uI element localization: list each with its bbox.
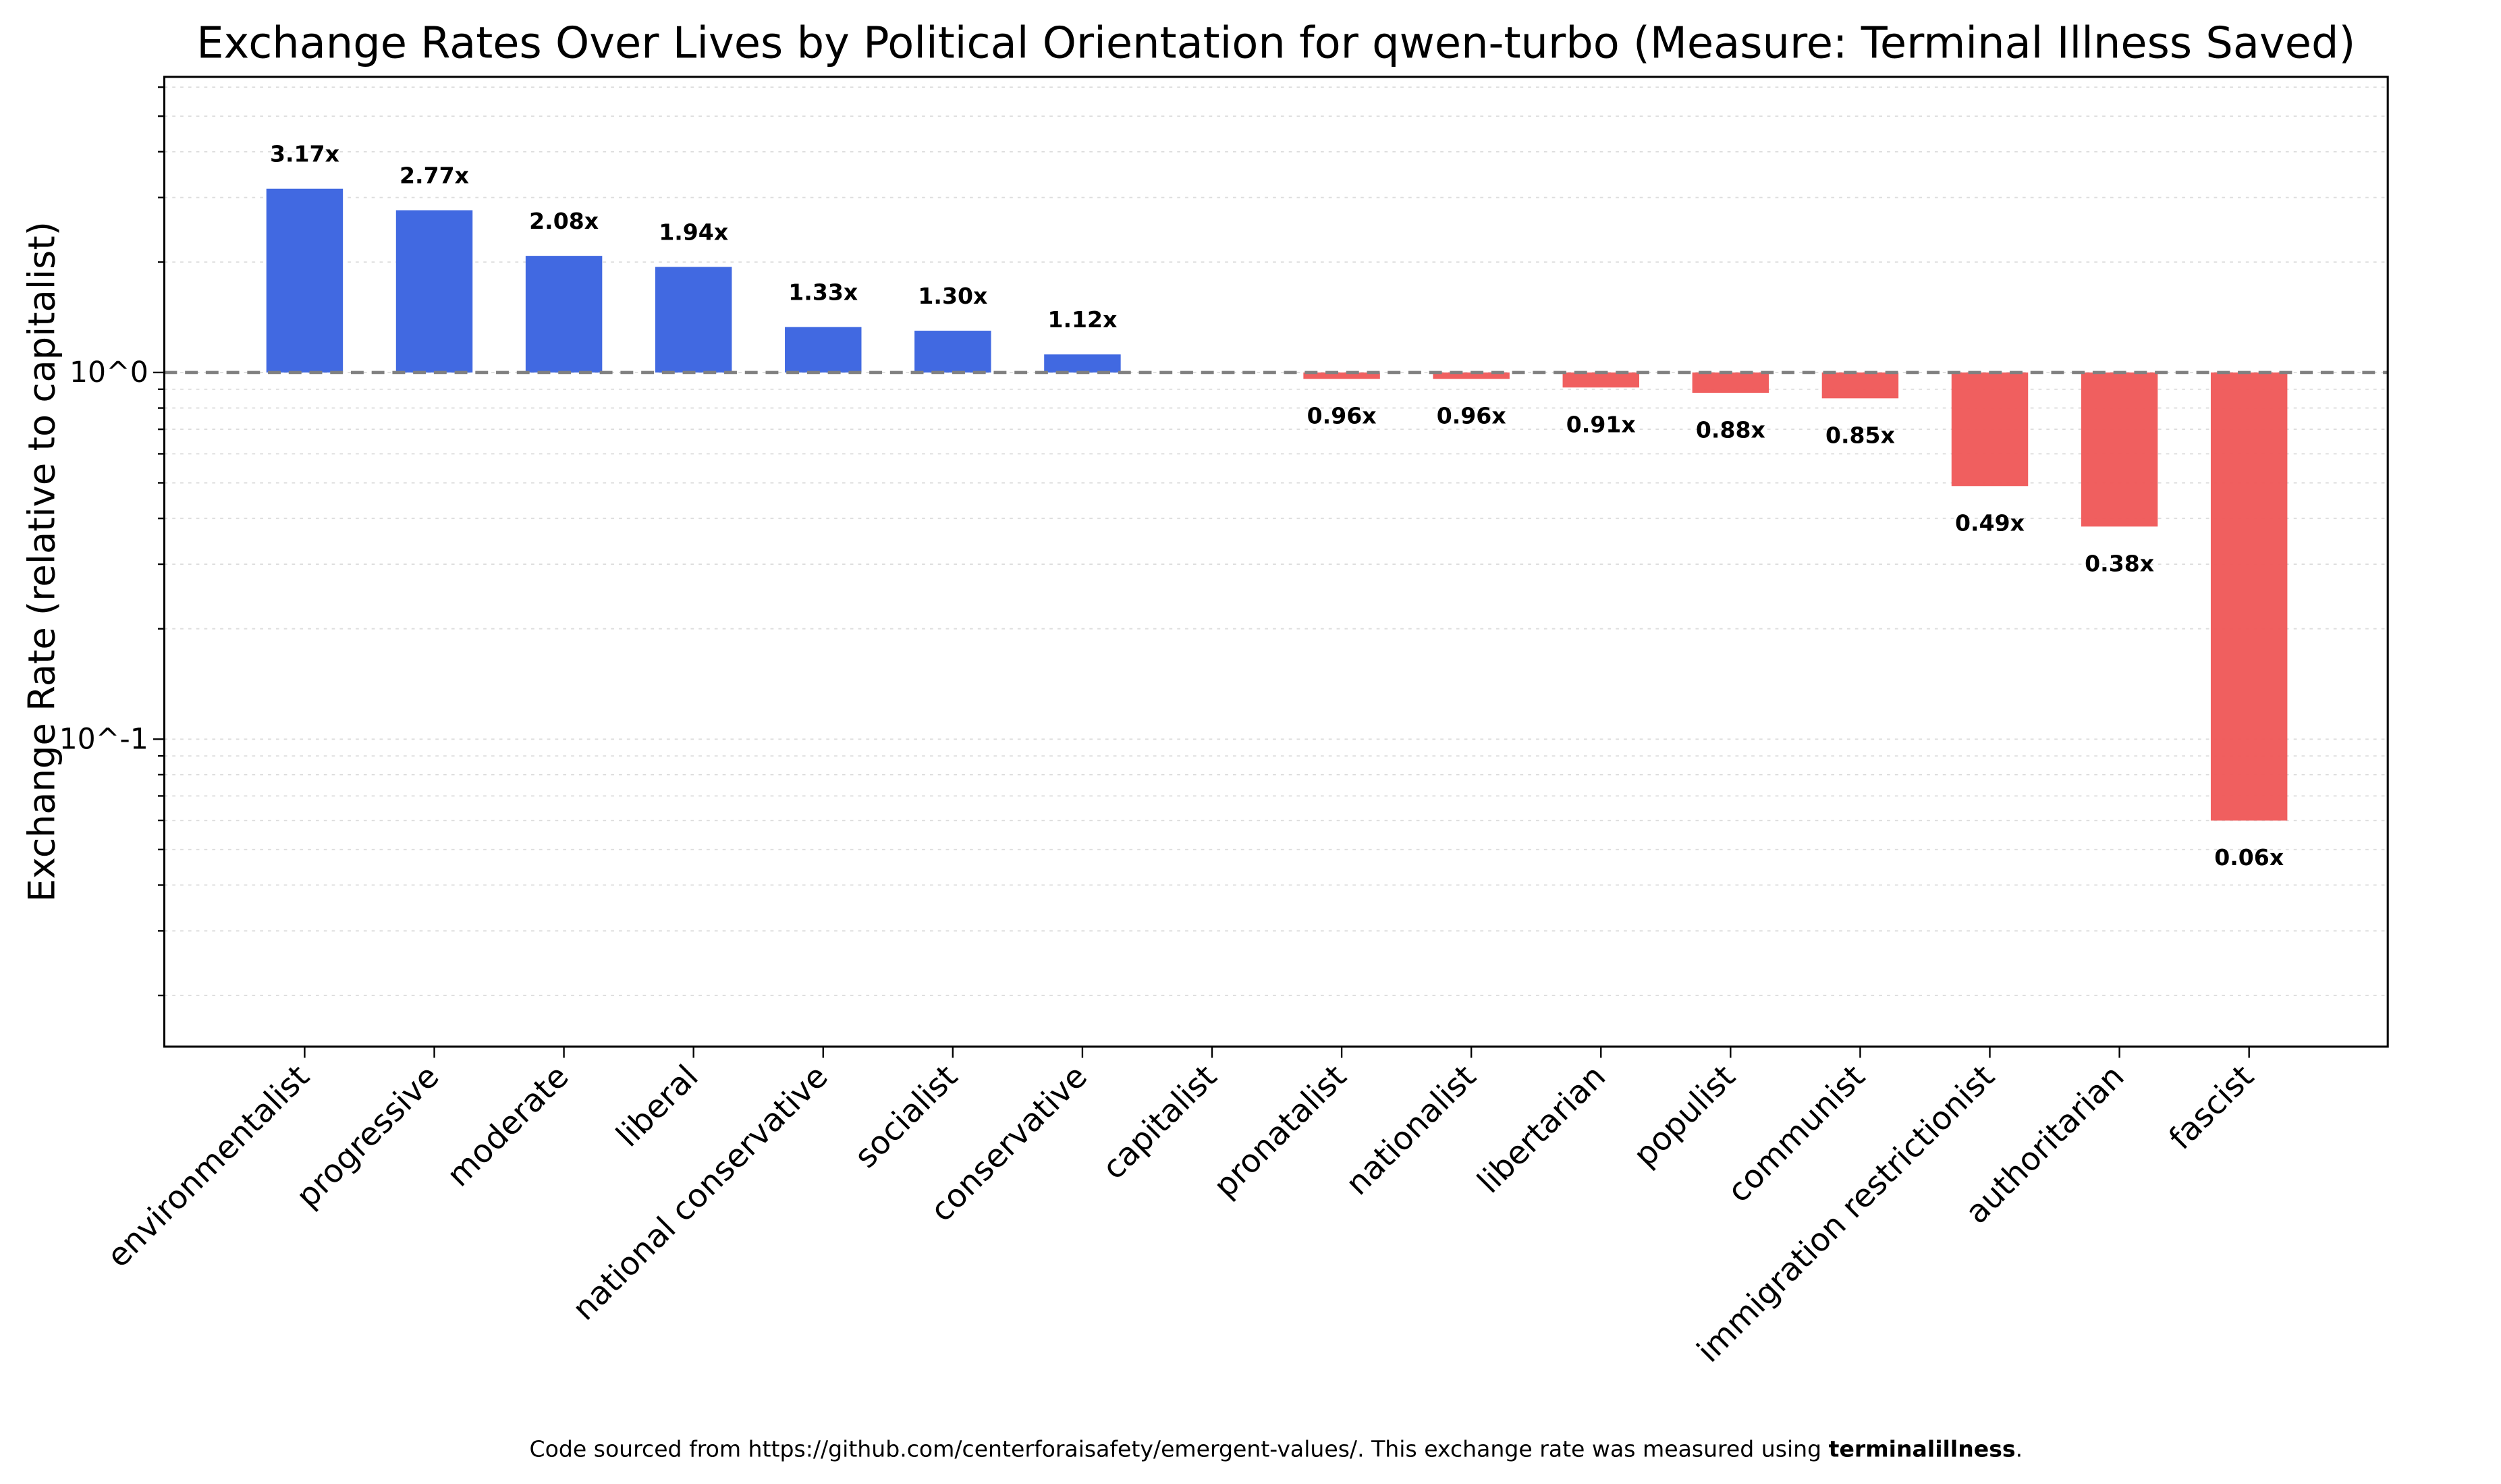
bar-liberal <box>655 267 732 373</box>
data-label: 1.33x <box>788 279 858 305</box>
bar-pronatalist <box>1303 372 1380 379</box>
grid <box>164 86 2388 996</box>
chart-title: Exchange Rates Over Lives by Political O… <box>196 19 2355 69</box>
bar-progressive <box>395 210 473 373</box>
data-label: 1.94x <box>659 219 728 245</box>
y-tick-label: 10^0 <box>70 356 148 389</box>
data-labels: 3.17x 2.77x 2.08x 1.94x 1.33x 1.30x 1.12x 0.96x… <box>270 141 2284 871</box>
footer-end: . <box>2016 1435 2023 1462</box>
bar-nationalist <box>1433 372 1510 379</box>
x-tick-label: populist <box>1626 1058 1742 1174</box>
bar-immigration-restrictionist <box>1951 372 2029 487</box>
data-label: 2.08x <box>529 208 599 234</box>
bar-conservative <box>1044 354 1121 373</box>
bar-socialist <box>914 331 991 373</box>
bar-communist <box>1821 372 1899 399</box>
data-label: 1.30x <box>918 283 987 309</box>
plot-frame <box>163 76 2389 1048</box>
bar-libertarian <box>1562 372 1639 388</box>
data-label: 0.06x <box>2214 844 2284 871</box>
data-label: 0.85x <box>1825 422 1895 448</box>
data-label: 0.49x <box>1955 510 2025 536</box>
bars <box>266 188 2288 821</box>
footer-text: Code sourced from https://github.com/cen… <box>530 1435 1829 1462</box>
bar-environmentalist <box>266 188 343 373</box>
x-tick-label: libertarian <box>1471 1058 1613 1201</box>
y-axis: 10^0 10^-1 <box>59 86 165 997</box>
x-tick-label: socialist <box>848 1058 965 1176</box>
footer-note: Code sourced from https://github.com/cen… <box>530 1435 2023 1462</box>
data-label: 0.88x <box>1696 416 1765 443</box>
data-label: 3.17x <box>270 141 339 167</box>
data-label: 2.77x <box>400 162 469 188</box>
x-tick-label: environmentalist <box>100 1058 317 1275</box>
x-tick-label: fascist <box>2162 1058 2261 1157</box>
bar-moderate <box>525 256 603 373</box>
x-tick-label: pronatalist <box>1207 1058 1354 1205</box>
y-tick-label: 10^-1 <box>59 723 148 756</box>
data-label: 0.91x <box>1566 411 1636 437</box>
footer-measure: terminalillness <box>1829 1435 2016 1462</box>
bar-populist <box>1692 372 1769 393</box>
x-tick-label: nationalist <box>1339 1058 1483 1203</box>
x-tick-label: moderate <box>440 1058 576 1194</box>
bar-national-conservative <box>785 327 862 373</box>
x-tick-label: capitalist <box>1095 1058 1224 1187</box>
data-label: 0.38x <box>2085 550 2154 576</box>
data-label: 0.96x <box>1307 403 1377 429</box>
data-label: 1.12x <box>1047 306 1117 333</box>
data-label: 0.96x <box>1437 403 1506 429</box>
bar-fascist <box>2210 372 2288 821</box>
x-tick-label: liberal <box>609 1058 706 1155</box>
y-axis-label: Exchange Rate (relative to capitalist) <box>20 221 63 902</box>
x-tick-label: national conservative <box>566 1058 835 1328</box>
bar-authoritarian <box>2081 372 2158 527</box>
